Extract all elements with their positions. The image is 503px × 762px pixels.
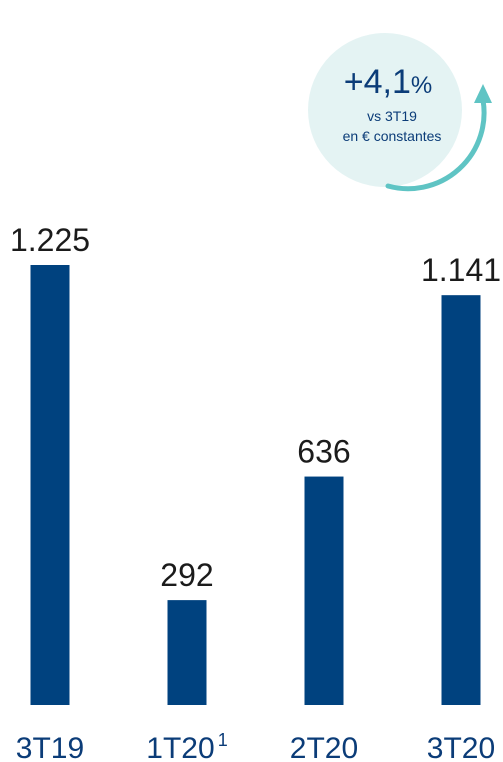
badge-unit: %: [411, 72, 432, 99]
growth-badge: +4,1% vs 3T19 en € constantes: [308, 33, 492, 192]
bar-1t20: [167, 600, 207, 705]
category-label-3t19: 3T19: [16, 732, 84, 762]
category-labels: 3T19 1T20 1 2T20 3T20: [16, 730, 495, 762]
badge-line1: vs 3T19: [367, 108, 417, 124]
value-label-3t20: 1.141: [421, 252, 501, 288]
badge-arrow: [385, 97, 487, 192]
badge-line2: en € constantes: [343, 128, 442, 144]
bar-3t20: [441, 295, 481, 705]
value-label-3t19: 1.225: [10, 222, 90, 258]
value-labels: 1.225 292 636 1.141: [10, 222, 501, 593]
badge-value: +4,1: [344, 63, 411, 101]
bars: [30, 265, 481, 705]
badge-arrow-head: [474, 84, 492, 103]
bar-2t20: [304, 476, 344, 705]
footnote-marker: 1: [218, 730, 228, 750]
badge-circle: [308, 33, 462, 187]
svg-text:+4,1%: +4,1%: [344, 63, 432, 101]
category-label-1t20: 1T20 1: [146, 730, 227, 762]
bar-3t19: [30, 265, 70, 705]
value-label-1t20: 292: [160, 557, 213, 593]
category-label-2t20: 2T20: [290, 732, 358, 762]
category-label-3t20: 3T20: [427, 732, 495, 762]
value-label-2t20: 636: [297, 434, 350, 470]
